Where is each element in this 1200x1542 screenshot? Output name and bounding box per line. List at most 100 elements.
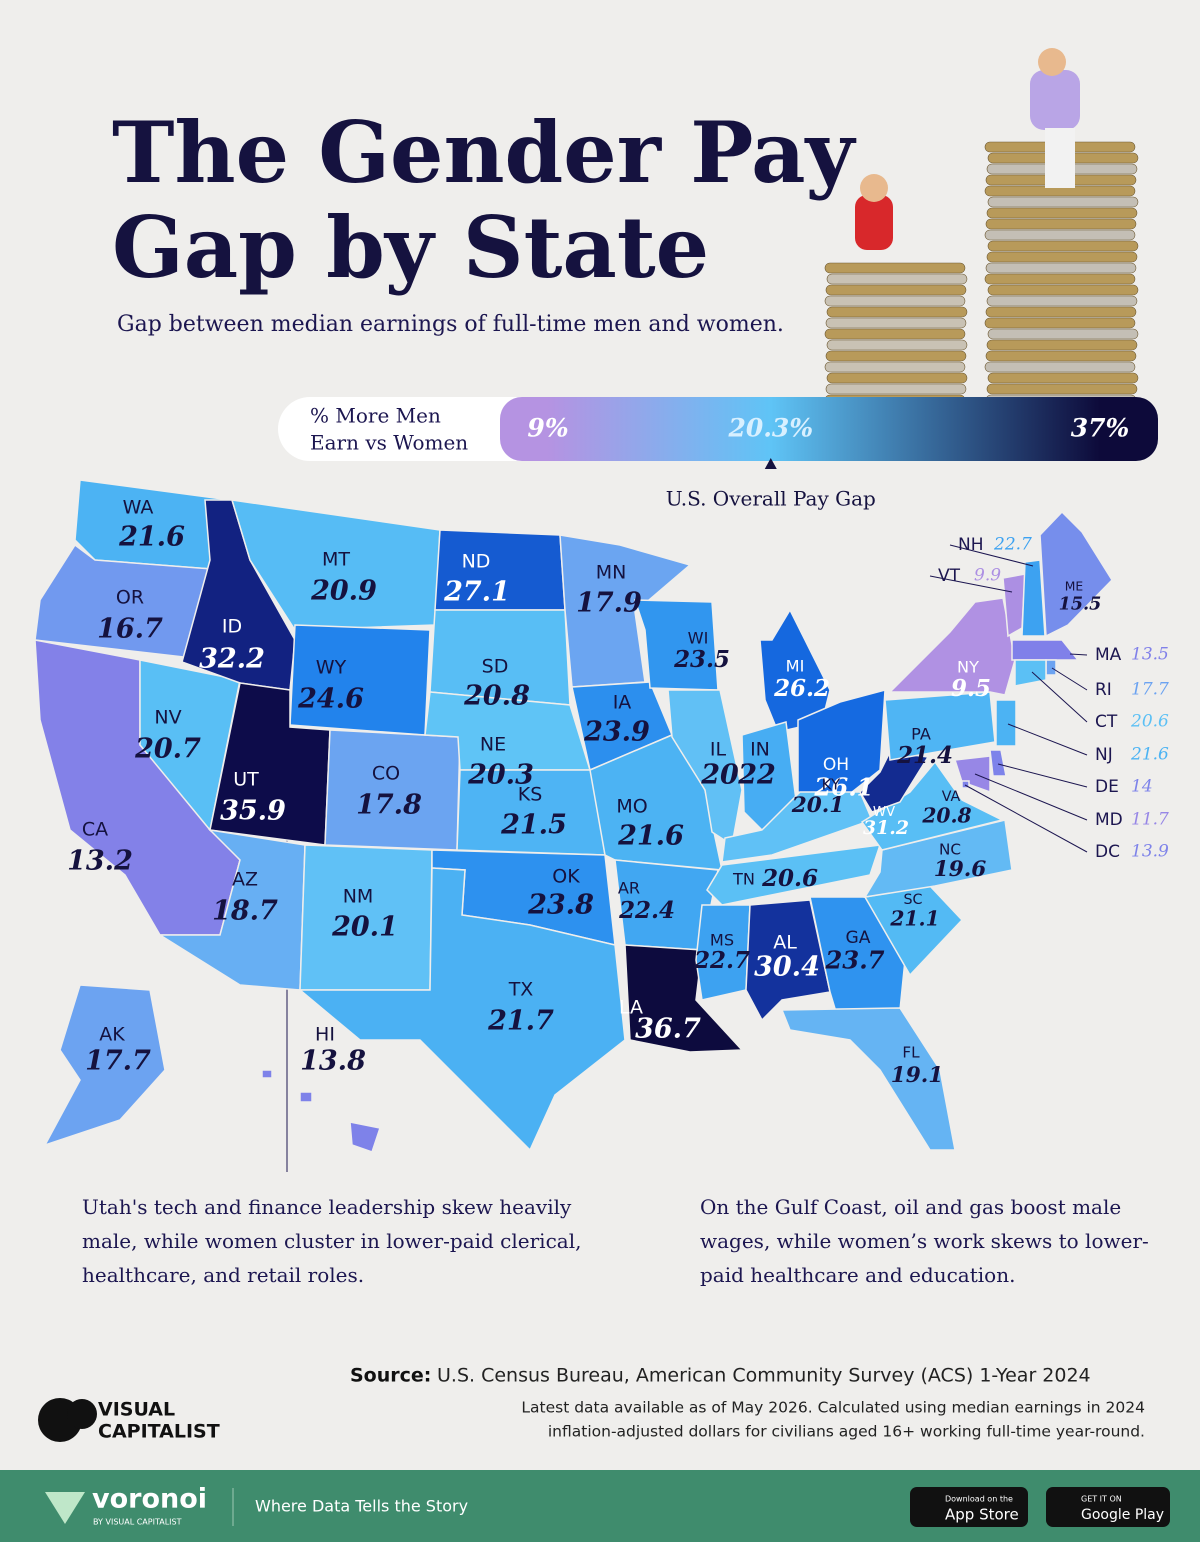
legend-label: 9% [527, 414, 568, 443]
state-abbr: NY [957, 658, 979, 677]
state-abbr: SC [904, 892, 923, 908]
state-value: 13.2 [67, 846, 133, 877]
state-abbr: MO [616, 796, 647, 818]
coin [985, 262, 1137, 274]
state [989, 749, 1007, 777]
figure [855, 195, 893, 250]
state-value: 22.4 [618, 897, 675, 924]
state-abbr: NH [958, 535, 984, 555]
coin [826, 273, 968, 285]
callout-line [929, 575, 1013, 593]
state [633, 599, 719, 691]
figure [1038, 48, 1066, 76]
state-abbr: AZ [232, 869, 258, 891]
coin [987, 372, 1139, 384]
state [780, 1007, 956, 1151]
annotation: On the Gulf Coast, oil and gas boost mal… [700, 1195, 1149, 1287]
legend-label: 20.3% [727, 414, 813, 443]
state-value: 20.1 [331, 912, 398, 943]
state-abbr: CA [82, 819, 108, 841]
note: inflation-adjusted dollars for civilians… [548, 1423, 1145, 1441]
app-store-button[interactable] [910, 1487, 1028, 1527]
state-abbr: WA [123, 497, 154, 519]
state-abbr: OR [116, 587, 144, 609]
state-value: 20 [700, 760, 739, 791]
logo-text: CAPITALIST [98, 1421, 220, 1443]
state-abbr: WV [873, 805, 895, 820]
state-value: 23.5 [673, 646, 730, 673]
state-value: 14 [1131, 777, 1153, 797]
state [995, 699, 1017, 747]
state-value: 20.7 [134, 734, 201, 765]
logo-text: VISUAL [98, 1399, 175, 1421]
state-value: 36.7 [635, 1014, 701, 1045]
coin [986, 251, 1138, 263]
state-abbr: CT [1095, 712, 1118, 732]
state-abbr: WY [316, 657, 347, 679]
state-abbr: MN [596, 562, 627, 584]
state-value: 23.7 [824, 946, 884, 975]
callout-line [1031, 671, 1088, 723]
state-value: 17.9 [576, 588, 642, 619]
state [261, 1069, 381, 1153]
coin [824, 328, 966, 340]
state-abbr: TN [732, 870, 755, 889]
state-value: 22 [737, 760, 776, 791]
state-value: 21.6 [617, 821, 684, 852]
subtitle: Gap between median earnings of full-time… [117, 312, 784, 337]
state-value: 18.7 [212, 896, 278, 927]
state-abbr: VA [942, 789, 961, 805]
legend-title: Earn vs Women [310, 431, 468, 455]
state-abbr: IL [710, 739, 727, 761]
title: Gap by State [112, 198, 709, 297]
state-value: 26.1 [813, 773, 873, 802]
title: The Gender Pay [112, 103, 857, 202]
state-value: 32.2 [199, 644, 265, 675]
state-abbr: IA [613, 692, 632, 714]
state-value: 23.9 [583, 717, 650, 748]
state [706, 844, 882, 906]
state-abbr: NC [939, 841, 961, 859]
state [43, 984, 166, 1147]
note: Latest data available as of May 2026. Ca… [521, 1399, 1145, 1417]
state-abbr: NE [480, 734, 506, 756]
state-abbr: FL [902, 1044, 920, 1062]
state [863, 819, 1013, 898]
google-play-button[interactable] [1046, 1487, 1170, 1527]
button-text: Download on the [945, 1495, 1013, 1504]
coin [825, 284, 967, 296]
coin [985, 306, 1137, 318]
map [34, 479, 1113, 1153]
state-value: 20.6 [1130, 712, 1169, 732]
state-abbr: MT [322, 549, 350, 571]
callout-line [1051, 667, 1088, 691]
state-abbr: MI [786, 657, 805, 676]
button-text: App Store [945, 1506, 1019, 1524]
footer-tagline: Where Data Tells the Story [255, 1497, 468, 1516]
state-abbr: KS [518, 784, 543, 806]
coin [984, 273, 1136, 285]
state-value: 9.5 [951, 675, 991, 702]
state [860, 760, 1005, 851]
state-abbr: NJ [1095, 745, 1113, 765]
state-value: 27.1 [443, 577, 510, 608]
legend-label: 37% [1071, 414, 1130, 443]
state [721, 791, 874, 863]
coin [984, 317, 1136, 329]
state-abbr: UT [233, 769, 259, 791]
coin [986, 339, 1138, 351]
legend-title: % More Men [310, 404, 441, 428]
state-abbr: TX [508, 979, 534, 1001]
state-abbr: NV [154, 707, 181, 729]
state-value: 17.8 [356, 790, 422, 821]
state-value: 17.7 [1131, 680, 1169, 700]
state-value: 17.7 [85, 1046, 151, 1077]
coin [987, 240, 1139, 252]
state-value: 31.2 [863, 817, 909, 839]
coin [984, 361, 1136, 373]
footer-logo [45, 1492, 85, 1524]
state-value: 21.1 [889, 907, 939, 931]
state-abbr: IN [750, 739, 770, 761]
state-abbr: HI [315, 1024, 335, 1046]
